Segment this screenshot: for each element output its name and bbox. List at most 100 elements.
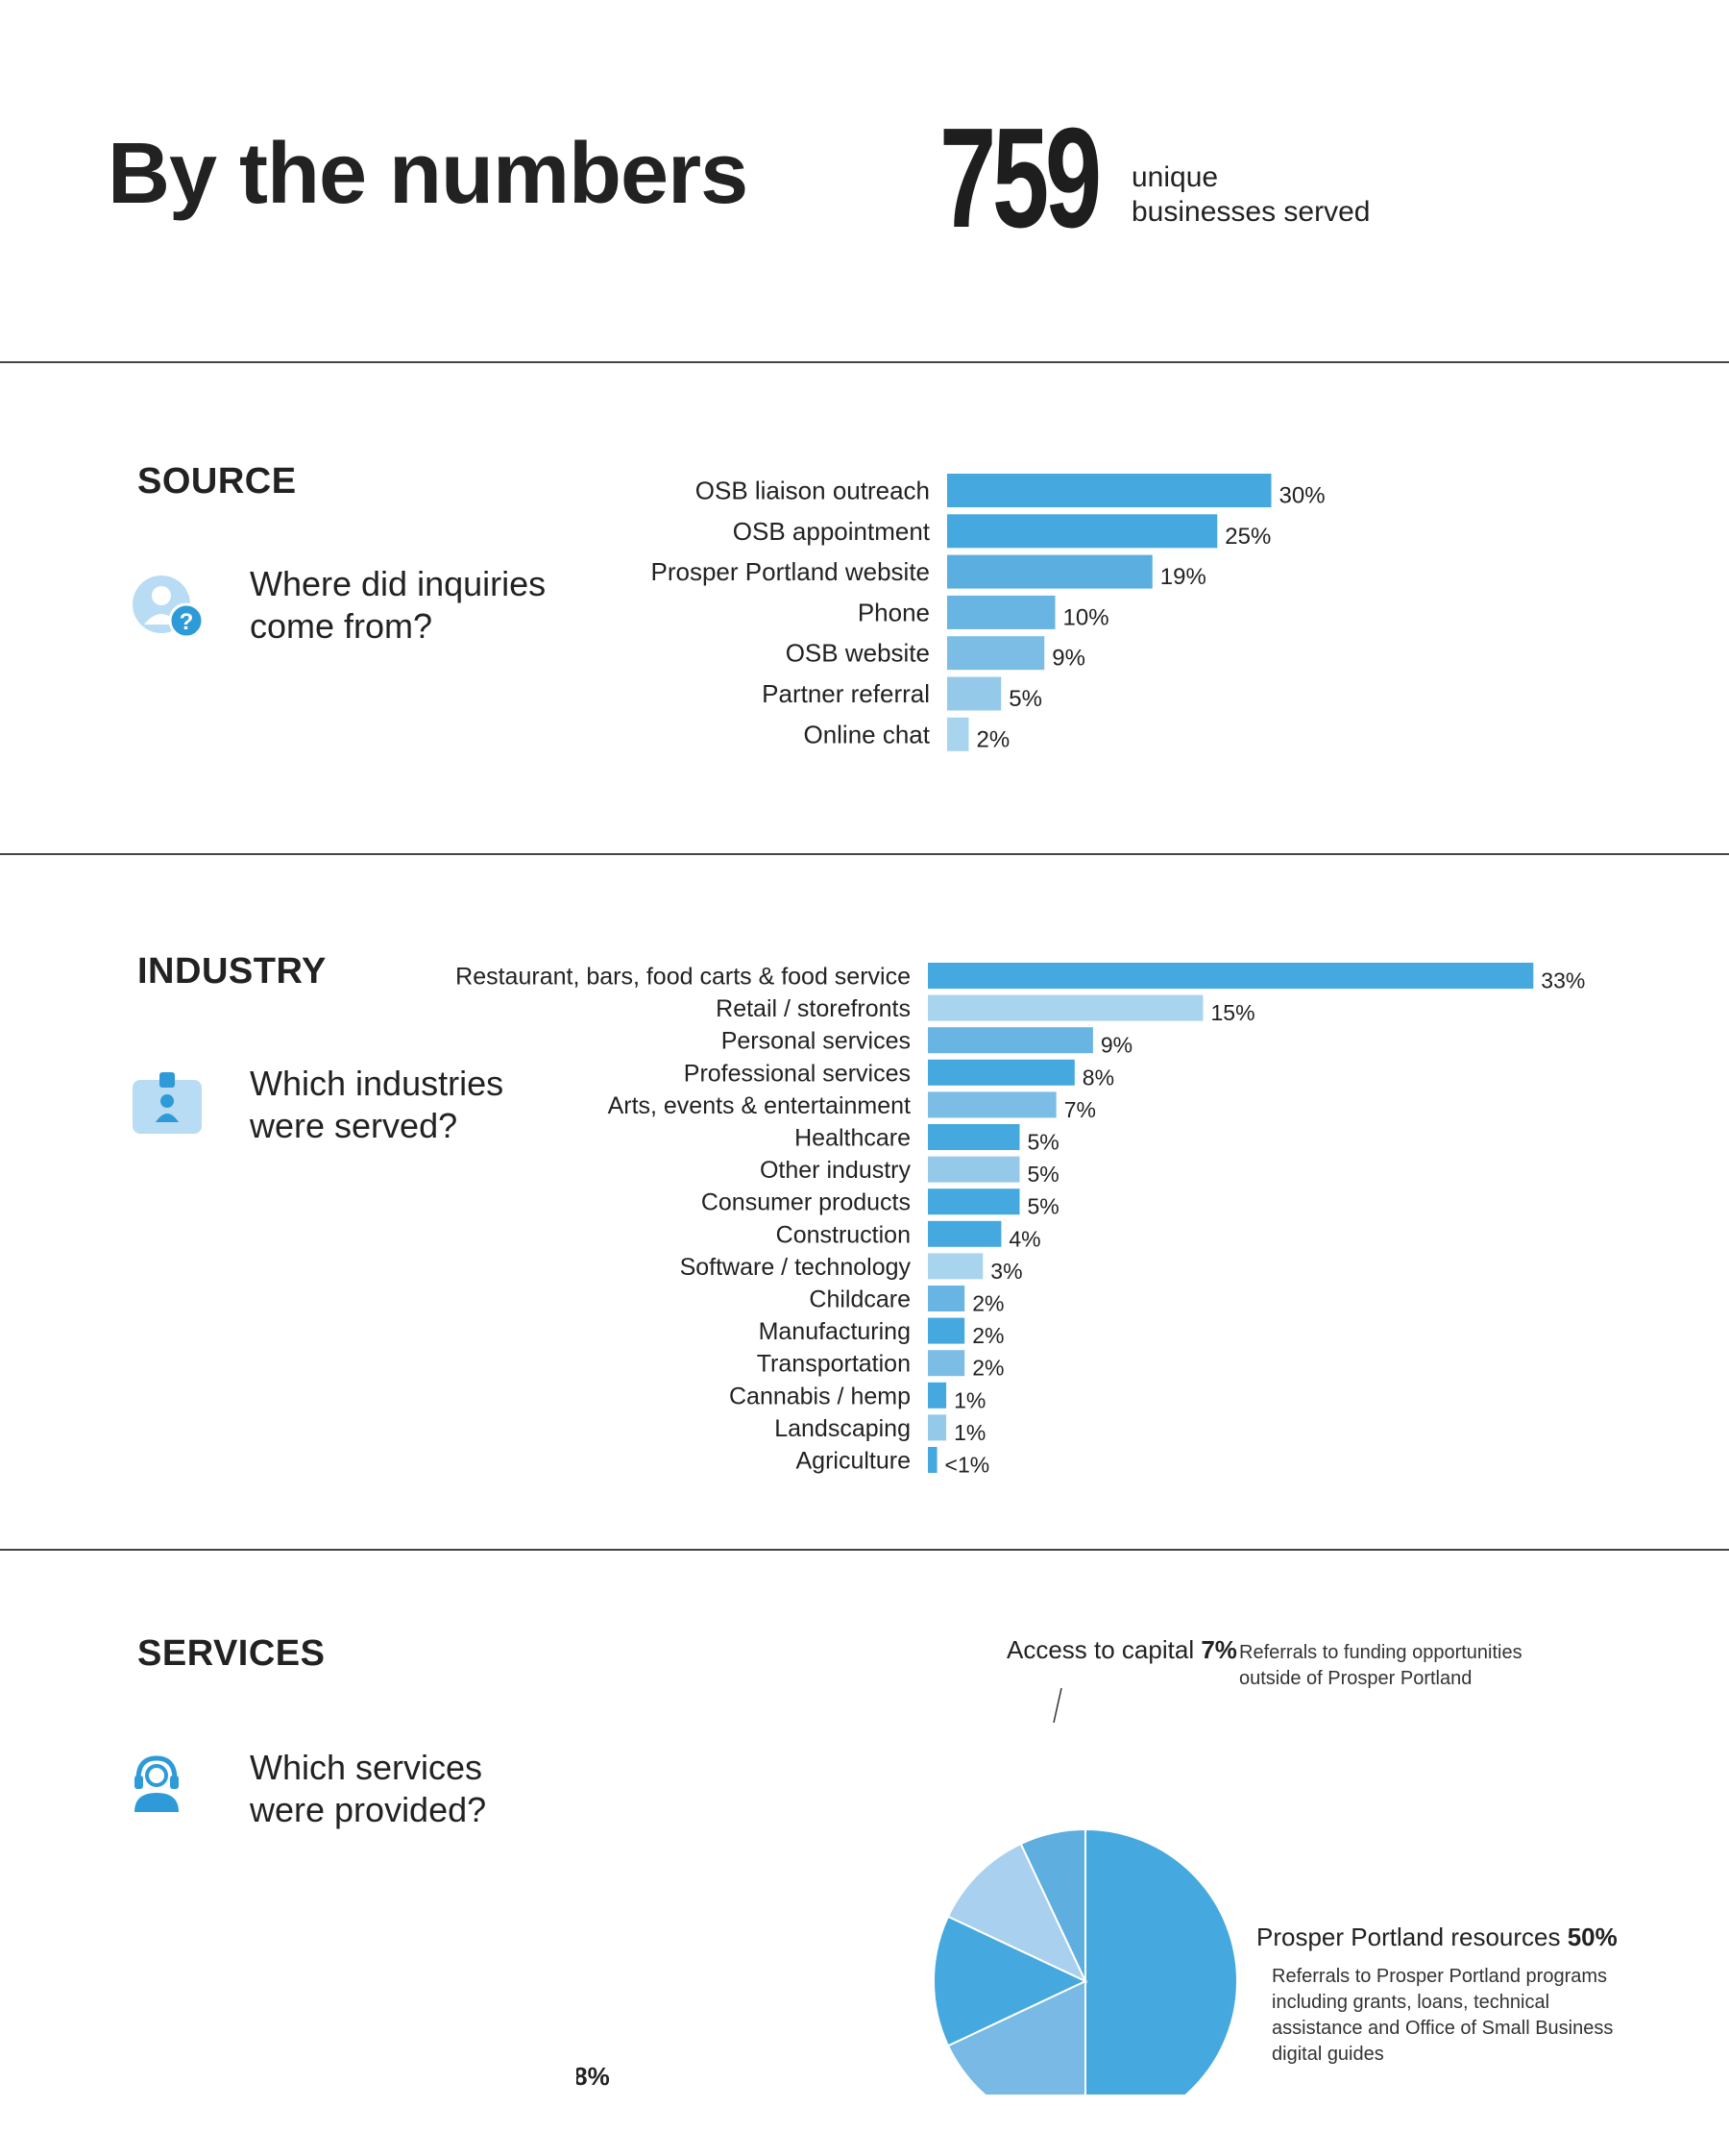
- bar: [928, 963, 1534, 989]
- bar: [928, 1156, 1020, 1183]
- pie-slice: [933, 1915, 1088, 2047]
- bar-category-label: Other industry: [760, 1157, 912, 1184]
- services-question-line2: were provided?: [250, 1790, 487, 1829]
- stat-label-line2: businesses served: [1132, 196, 1371, 228]
- bar-category-label: Cannabis / hemp: [729, 1383, 911, 1409]
- pie-slice-description: outside of Prosper Portland: [1239, 1668, 1472, 1689]
- bar-value-label: 2%: [972, 1323, 1004, 1348]
- bar: [928, 1447, 938, 1473]
- divider: [0, 1549, 1729, 1551]
- pie-slice: [946, 1979, 1086, 2095]
- bar: [928, 1091, 1057, 1118]
- bar-category-label: Prosper Portland website: [651, 557, 930, 586]
- pie-slice-label: Access to capital 7%: [1007, 1635, 1237, 1664]
- page-title: By the numbers: [108, 126, 748, 222]
- bar-category-label: Transportation: [757, 1351, 911, 1378]
- bar-value-label: <1%: [945, 1453, 990, 1478]
- bar: [928, 994, 1204, 1021]
- bar-value-label: 5%: [1009, 686, 1042, 712]
- bar-value-label: 2%: [977, 726, 1011, 752]
- bar: [928, 1286, 965, 1311]
- bar-value-label: 5%: [1028, 1194, 1059, 1219]
- section-title-industry: INDUSTRY: [137, 951, 327, 992]
- pie-slice: [1084, 1827, 1238, 2095]
- bar-category-label: OSB appointment: [733, 517, 931, 546]
- bar: [928, 1253, 984, 1280]
- bar-value-label: 1%: [954, 1387, 986, 1412]
- bar: [928, 1220, 1002, 1247]
- bar-category-label: Software / technology: [680, 1254, 912, 1281]
- divider: [0, 361, 1729, 363]
- bar-value-label: 4%: [1009, 1226, 1040, 1251]
- bar: [928, 1188, 1020, 1215]
- bar-value-label: 7%: [1064, 1097, 1096, 1122]
- bar-category-label: Landscaping: [774, 1415, 911, 1442]
- bar-value-label: 10%: [1063, 604, 1109, 630]
- pie-slice-label: Prosper Portland resources 50%: [1256, 1923, 1618, 1951]
- bar-category-label: Restaurant, bars, food carts & food serv…: [455, 964, 911, 991]
- bar-category-label: Childcare: [809, 1286, 911, 1313]
- bar: [947, 554, 1153, 589]
- bar-category-label: Retail / storefronts: [716, 995, 911, 1022]
- bar-category-label: Personal services: [721, 1028, 911, 1055]
- bar-category-label: Consumer products: [701, 1189, 911, 1216]
- pie-slice-description: digital guides: [1272, 2044, 1384, 2065]
- bar: [947, 636, 1045, 671]
- pie-slice-label: Community connections 18%: [576, 2062, 610, 2091]
- source-bar-chart: OSB liaison outreach 30% OSB appointment 25…: [651, 474, 1326, 752]
- bar-category-label: OSB website: [786, 639, 930, 668]
- bar-value-label: 19%: [1160, 564, 1206, 590]
- bar-value-label: 2%: [972, 1356, 1004, 1381]
- bar-category-label: Online chat: [803, 720, 930, 748]
- bar-value-label: 33%: [1541, 968, 1585, 993]
- bar-value-label: 8%: [1083, 1065, 1114, 1090]
- industry-bar-chart: Restaurant, bars, food carts & food serv…: [455, 963, 1585, 1478]
- bar-category-label: Professional services: [684, 1060, 911, 1087]
- bar-value-label: 3%: [990, 1259, 1022, 1284]
- source-question-line2: come from?: [250, 606, 433, 646]
- bar: [947, 676, 1002, 711]
- headset-support-icon: [133, 1754, 181, 1819]
- bar-category-label: Construction: [776, 1221, 911, 1248]
- pie-slice-description: assistance and Office of Small Business: [1272, 2018, 1613, 2039]
- divider: [0, 853, 1729, 855]
- bar: [947, 595, 1056, 629]
- bar-value-label: 2%: [972, 1291, 1004, 1316]
- bar: [928, 1382, 947, 1409]
- bar-value-label: 30%: [1279, 483, 1326, 509]
- bar: [928, 1027, 1093, 1054]
- stat-label-line1: unique: [1132, 161, 1219, 193]
- bar-category-label: Healthcare: [794, 1125, 911, 1152]
- bar-value-label: 9%: [1101, 1033, 1132, 1058]
- bar-value-label: 1%: [954, 1420, 986, 1445]
- bar-value-label: 5%: [1028, 1162, 1059, 1187]
- pie-slice-description: Referrals to funding opportunities: [1239, 1642, 1522, 1663]
- services-pie-chart: Prosper Portland resources 50% Referrals …: [576, 1635, 1618, 2095]
- bar: [947, 474, 1272, 507]
- section-title-services: SERVICES: [137, 1633, 326, 1674]
- bar: [928, 1350, 965, 1377]
- svg-text:?: ?: [180, 609, 194, 635]
- pie-slice-description: including grants, loans, technical: [1272, 1992, 1549, 2013]
- leader-line: [1053, 1687, 1062, 1724]
- bar-value-label: 25%: [1225, 524, 1271, 550]
- bar-category-label: Manufacturing: [759, 1318, 911, 1345]
- bar-value-label: 5%: [1028, 1130, 1059, 1155]
- bar: [947, 514, 1218, 549]
- source-question-line1: Where did inquiries: [250, 564, 547, 603]
- bar: [928, 1414, 947, 1441]
- section-title-source: SOURCE: [137, 461, 297, 502]
- bar: [928, 1317, 965, 1344]
- industry-question-line2: were served?: [250, 1106, 458, 1145]
- bar-category-label: Arts, events & entertainment: [608, 1092, 911, 1119]
- pie-slice-description: Referrals to Prosper Portland programs: [1272, 1966, 1607, 1987]
- bar-category-label: Phone: [858, 598, 930, 626]
- services-question-line1: Which services: [250, 1748, 483, 1787]
- person-question-icon: ?: [133, 575, 206, 647]
- bar-value-label: 9%: [1052, 646, 1085, 672]
- stat-number: 759: [939, 99, 1102, 257]
- bar: [928, 1124, 1020, 1150]
- pie-slice: [946, 1842, 1088, 1984]
- bar-category-label: Partner referral: [762, 679, 930, 708]
- bar-value-label: 15%: [1211, 1000, 1255, 1025]
